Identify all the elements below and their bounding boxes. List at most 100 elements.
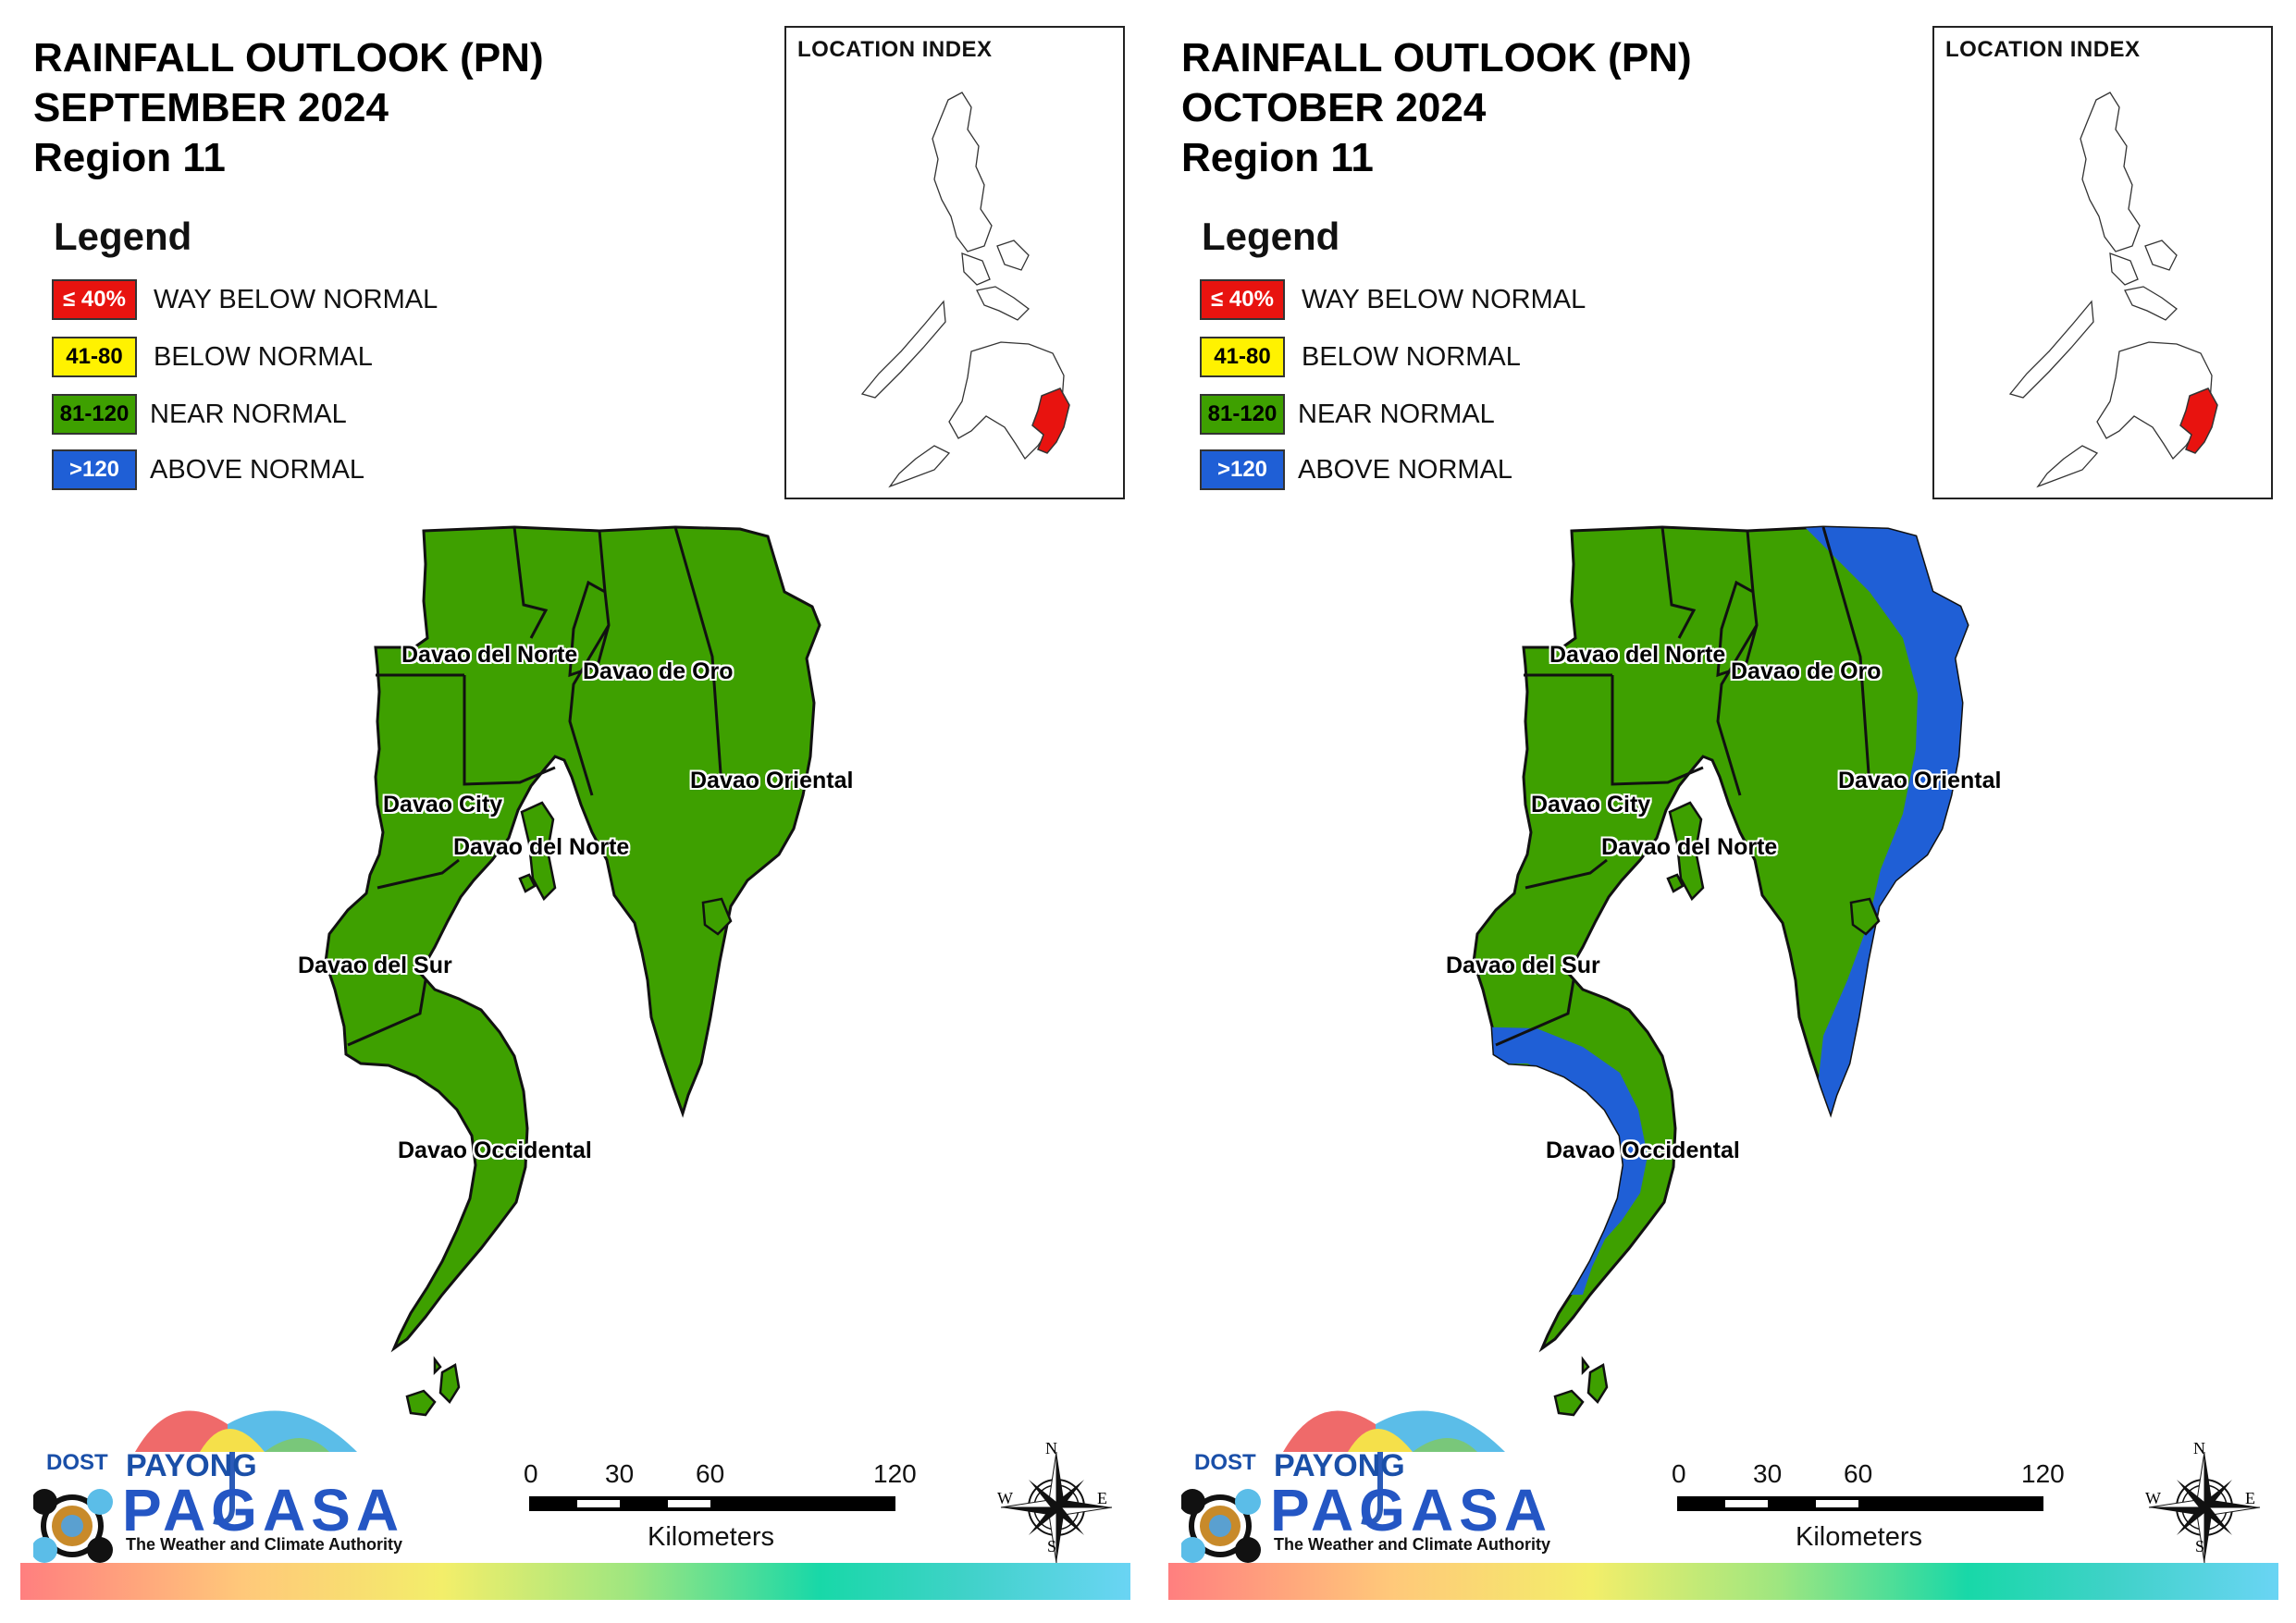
legend-title: Legend: [54, 215, 192, 258]
logo-dost: DOST: [1194, 1450, 1256, 1475]
legend-label: WAY BELOW NORMAL: [154, 285, 438, 314]
scale-tick-120: 120: [873, 1459, 917, 1488]
label-davao-del-sur: Davao del Sur: [1446, 953, 1600, 978]
logo-pagasa: PAGASA: [122, 1477, 405, 1543]
september-outlook-panel: RAINFALL OUTLOOK (PN) SEPTEMBER 2024 Reg…: [20, 26, 1130, 1600]
compass-rose-icon: [1000, 1451, 1113, 1564]
label-davao-del-norte-2: Davao del Norte: [1601, 834, 1778, 860]
philippines-index-map: [2008, 92, 2218, 488]
visayas-shape: [976, 286, 1030, 321]
location-index-box: LOCATION INDEX: [1932, 26, 2273, 499]
legend-title: Legend: [1202, 215, 1340, 258]
legend-label: NEAR NORMAL: [150, 400, 347, 429]
palawan-shape: [2008, 300, 2094, 399]
payong-pagasa-logo-graphic: [33, 1410, 357, 1563]
legend-label: ABOVE NORMAL: [1298, 455, 1513, 485]
legend-swatch: 81-120: [52, 394, 137, 435]
payong-pagasa-logo-graphic: [1181, 1410, 1505, 1563]
compass-w: W: [2145, 1489, 2161, 1507]
scale-unit: Kilometers: [1796, 1522, 1922, 1552]
islands: [405, 801, 733, 1417]
title-line-3: Region 11: [33, 135, 226, 180]
compass-s: S: [1047, 1537, 1057, 1555]
location-index-box: LOCATION INDEX: [784, 26, 1125, 499]
scale-tick-120: 120: [2021, 1459, 2065, 1488]
logo-tagline: The Weather and Climate Authority: [1274, 1535, 1551, 1554]
scale-unit: Kilometers: [648, 1522, 774, 1552]
samar-shape: [996, 240, 1030, 271]
logo-dost: DOST: [46, 1450, 108, 1475]
title-line-1: RAINFALL OUTLOOK (PN): [33, 35, 544, 80]
label-davao-de-oro: Davao de Oro: [583, 658, 734, 684]
legend-swatch: ≤ 40%: [1200, 279, 1285, 320]
legend-swatch: 81-120: [1200, 394, 1285, 435]
compass-e: E: [1097, 1489, 1107, 1507]
location-index-title: LOCATION INDEX: [1945, 37, 2141, 62]
label-davao-de-oro: Davao de Oro: [1731, 658, 1882, 684]
philippines-index-map: [860, 92, 1070, 488]
mindoro-shape: [961, 252, 991, 286]
region-11-fill: [324, 525, 821, 1353]
title-line-1: RAINFALL OUTLOOK (PN): [1181, 35, 1692, 80]
luzon-shape: [932, 92, 993, 252]
title-line-3: Region 11: [1181, 135, 1374, 180]
label-davao-del-sur: Davao del Sur: [298, 953, 452, 978]
label-davao-oriental: Davao Oriental: [1838, 768, 2002, 793]
scale-tick-30: 30: [1753, 1459, 1783, 1488]
samar-shape: [2144, 240, 2178, 271]
logo-payong: PAYONG: [126, 1448, 257, 1483]
footer-gradient-bar: [1168, 1563, 2278, 1600]
logo-pagasa: PAGASA: [1270, 1477, 1553, 1543]
luzon-shape: [2080, 92, 2141, 252]
location-index-title: LOCATION INDEX: [797, 37, 993, 62]
legend-swatch: 41-80: [1200, 337, 1285, 377]
label-davao-occidental: Davao Occidental: [1546, 1137, 1740, 1163]
scale-tick-60: 60: [696, 1459, 725, 1488]
scale-tick-0: 0: [524, 1459, 538, 1488]
province-boundaries: [347, 526, 723, 1047]
compass-n: N: [1045, 1439, 1057, 1457]
legend-label: NEAR NORMAL: [1298, 400, 1495, 429]
compass-e: E: [2245, 1489, 2255, 1507]
legend-swatch: ≤ 40%: [52, 279, 137, 320]
region-11-map: [324, 525, 821, 1417]
region-11-map: [1472, 525, 1969, 1417]
mindoro-shape: [2109, 252, 2139, 286]
sulu-shape: [2036, 445, 2099, 488]
legend-swatch: >120: [52, 449, 137, 490]
scale-tick-0: 0: [1672, 1459, 1686, 1488]
legend-label: BELOW NORMAL: [154, 342, 373, 372]
label-davao-city: Davao City: [1531, 792, 1651, 818]
footer-gradient-bar: [20, 1563, 1130, 1600]
label-davao-city: Davao City: [383, 792, 503, 818]
label-davao-oriental: Davao Oriental: [690, 768, 854, 793]
october-outlook-panel: RAINFALL OUTLOOK (PN) OCTOBER 2024 Regio…: [1148, 0, 2296, 1623]
title-line-2: SEPTEMBER 2024: [33, 85, 389, 130]
label-davao-del-norte-2: Davao del Norte: [453, 834, 630, 860]
legend-label: BELOW NORMAL: [1302, 342, 1521, 372]
logo-tagline: The Weather and Climate Authority: [126, 1535, 403, 1554]
province-boundaries: [1495, 526, 1871, 1047]
mindanao-shape: [2096, 341, 2213, 461]
region-11-highlight: [1031, 387, 1070, 454]
near-normal-west-inland: [1474, 1091, 1559, 1295]
compass-rose-icon: [2148, 1451, 2261, 1564]
visayas-shape: [2124, 286, 2178, 321]
title-line-2: OCTOBER 2024: [1181, 85, 1487, 130]
legend-label: WAY BELOW NORMAL: [1302, 285, 1586, 314]
sulu-shape: [888, 445, 951, 488]
label-davao-del-norte: Davao del Norte: [1549, 642, 1726, 668]
compass-n: N: [2193, 1439, 2205, 1457]
compass-s: S: [2195, 1537, 2205, 1555]
scale-tick-60: 60: [1844, 1459, 1873, 1488]
map-title: RAINFALL OUTLOOK (PN) SEPTEMBER 2024 Reg…: [33, 33, 544, 183]
palawan-shape: [860, 300, 946, 399]
scale-tick-30: 30: [605, 1459, 635, 1488]
label-davao-del-norte: Davao del Norte: [401, 642, 578, 668]
compass-w: W: [997, 1489, 1013, 1507]
region-11-highlight: [2179, 387, 2218, 454]
legend-label: ABOVE NORMAL: [150, 455, 365, 485]
islands: [1553, 801, 1881, 1417]
logo-payong: PAYONG: [1274, 1448, 1405, 1483]
label-davao-occidental: Davao Occidental: [398, 1137, 592, 1163]
